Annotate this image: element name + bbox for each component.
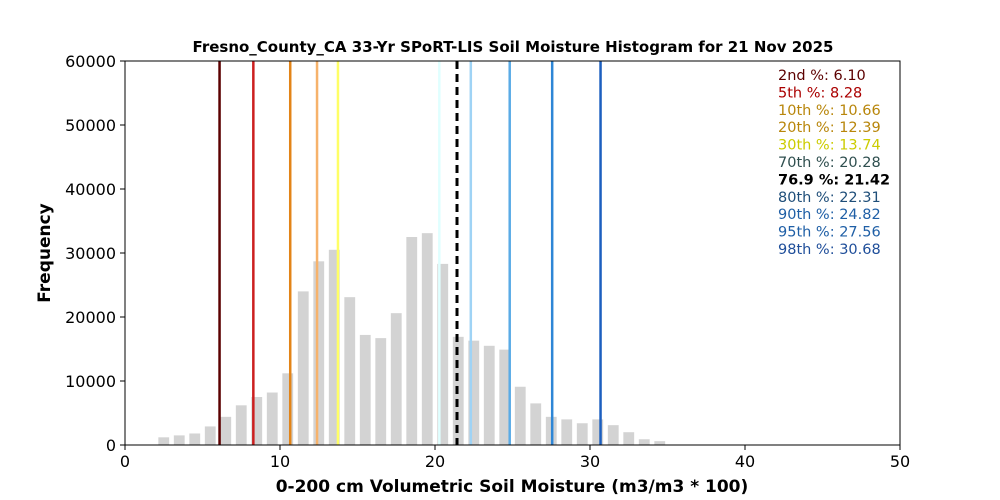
percentile-legend-entry: 10th %: 10.66 (778, 103, 881, 119)
histogram-bar (375, 338, 387, 445)
histogram-bar (406, 237, 418, 445)
axes: 0 10 20 30 40 50 0 10000 20000 30000 40000 50000 600… (65, 52, 910, 471)
x-axis-label: 0-200 cm Volumetric Soil Moisture (m3/m3… (276, 477, 749, 497)
histogram-bar (561, 419, 573, 445)
histogram-bar (251, 397, 263, 445)
histogram-bar (421, 233, 433, 445)
y-tick-label: 60000 (65, 52, 116, 71)
histogram-bar (437, 263, 449, 445)
y-tick-label: 10000 (65, 372, 116, 391)
y-tick-label: 40000 (65, 180, 116, 199)
percentile-lines (218, 61, 602, 445)
histogram-bar (282, 373, 294, 445)
histogram-bar (654, 441, 666, 445)
percentile-legend-entry: 2nd %: 6.10 (778, 68, 866, 84)
histogram-bars (158, 233, 666, 445)
histogram-bar (483, 345, 495, 445)
histogram-bar (468, 340, 480, 445)
percentile-legend-entry: 76.9 %: 21.42 (778, 172, 890, 188)
histogram-bar (204, 426, 216, 445)
histogram-bar (514, 386, 526, 445)
y-tick-label: 0 (106, 436, 116, 455)
y-tick-label: 30000 (65, 244, 116, 263)
histogram-bar (623, 432, 635, 445)
x-tick-label: 40 (735, 452, 755, 471)
histogram-bar (313, 261, 325, 445)
histogram-bar (158, 437, 170, 445)
histogram-bar (328, 249, 340, 445)
y-tick-label: 20000 (65, 308, 116, 327)
y-axis-label: Frequency (35, 203, 55, 303)
histogram-bar (576, 423, 588, 445)
histogram-bar (607, 425, 619, 445)
percentile-legend-entry: 70th %: 20.28 (778, 155, 881, 171)
x-tick-label: 20 (425, 452, 445, 471)
histogram-bar (592, 419, 604, 445)
histogram-bar (220, 416, 232, 445)
percentile-legend-entry: 20th %: 12.39 (778, 120, 881, 136)
x-tick-label: 0 (120, 452, 130, 471)
histogram-bar (189, 433, 201, 445)
percentile-legend-entry: 30th %: 13.74 (778, 138, 881, 154)
histogram-bar (297, 291, 309, 445)
percentile-legend-entry: 5th %: 8.28 (778, 85, 862, 101)
percentile-legend-entry: 80th %: 22.31 (778, 190, 881, 206)
percentile-legend-entry: 90th %: 24.82 (778, 207, 881, 223)
y-tick-label: 50000 (65, 116, 116, 135)
histogram-bar (499, 349, 511, 445)
chart-title: Fresno_County_CA 33-Yr SPoRT-LIS Soil Mo… (193, 38, 834, 56)
histogram-bar (638, 439, 650, 445)
x-tick-label: 50 (890, 452, 910, 471)
x-tick-label: 30 (580, 452, 600, 471)
histogram-bar (344, 297, 356, 445)
percentile-legend-entry: 95th %: 27.56 (778, 225, 881, 241)
histogram-bar (359, 334, 371, 445)
histogram-bar (266, 392, 278, 445)
percentile-legend-entry: 98th %: 30.68 (778, 242, 881, 258)
histogram-bar (173, 435, 185, 445)
x-tick-label: 10 (270, 452, 290, 471)
histogram-bar (530, 403, 542, 445)
histogram-bar (235, 405, 247, 445)
histogram-bar (390, 313, 402, 445)
